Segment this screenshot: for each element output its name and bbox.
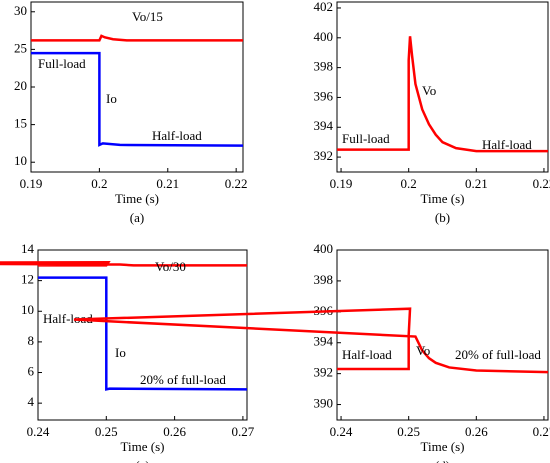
y-tick-label: 4	[28, 394, 35, 409]
y-tick-label: 400	[314, 241, 334, 256]
x-tick-label: 0.22	[533, 176, 550, 191]
y-tick-label: 396	[314, 88, 334, 103]
x-tick-label: 0.19	[20, 176, 43, 191]
y-tick-label: 6	[28, 364, 35, 379]
x-axis-label: Time (s)	[421, 439, 465, 454]
x-tick-label: 0.19	[330, 176, 353, 191]
annotation: Vo/30	[155, 259, 186, 274]
line-series	[38, 276, 248, 391]
x-tick-label: 0.2	[91, 176, 107, 191]
annotation: Vo	[416, 343, 430, 358]
y-tick-label: 15	[14, 116, 27, 131]
x-tick-label: 0.26	[163, 424, 186, 439]
annotation: Half-load	[43, 311, 93, 326]
x-tick-label: 0.24	[27, 424, 50, 439]
y-tick-label: 25	[14, 40, 27, 55]
x-axis-label: Time (s)	[121, 439, 165, 454]
line-series	[337, 36, 548, 153]
y-tick-label: 398	[314, 272, 334, 287]
plot-frame	[336, 1, 549, 173]
y-tick-label: 400	[314, 29, 334, 44]
x-tick-label: 0.22	[225, 176, 248, 191]
annotation: Full-load	[342, 131, 390, 146]
y-tick-label: 30	[14, 3, 27, 18]
panel-label: (c)	[135, 458, 149, 463]
line-series	[0, 260, 247, 267]
line-series	[31, 51, 244, 147]
x-tick-label: 0.27	[232, 424, 255, 439]
x-tick-label: 0.27	[533, 424, 550, 439]
y-tick-label: 398	[314, 59, 334, 74]
annotation: Half-load	[152, 128, 202, 143]
y-tick-label: 392	[314, 365, 334, 380]
annotation: Full-load	[38, 56, 86, 71]
x-tick-label: 0.21	[156, 176, 179, 191]
panel-label: (d)	[435, 458, 450, 463]
y-tick-label: 394	[314, 334, 334, 349]
panel-label: (b)	[435, 210, 450, 225]
y-tick-label: 10	[21, 302, 34, 317]
y-tick-label: 8	[28, 333, 35, 348]
y-tick-label: 394	[314, 118, 334, 133]
y-tick-label: 12	[21, 272, 34, 287]
x-axis-label: Time (s)	[115, 191, 159, 206]
panel-label: (a)	[130, 210, 144, 225]
annotation: Half-load	[482, 137, 532, 152]
annotation: Vo/15	[132, 9, 163, 24]
y-tick-label: 392	[314, 148, 334, 163]
annotation: Io	[106, 91, 117, 106]
y-tick-label: 14	[21, 241, 35, 256]
annotation: 20% of full-load	[140, 372, 226, 387]
y-tick-label: 20	[14, 78, 27, 93]
x-tick-label: 0.25	[397, 424, 420, 439]
y-tick-label: 10	[14, 153, 27, 168]
annotation: Half-load	[342, 347, 392, 362]
y-tick-label: 390	[314, 396, 334, 411]
line-series	[73, 307, 549, 374]
annotation: 20% of full-load	[455, 347, 541, 362]
x-tick-label: 0.24	[330, 424, 353, 439]
annotation: Io	[115, 345, 126, 360]
plot-frame	[336, 249, 549, 421]
x-tick-label: 0.25	[95, 424, 118, 439]
x-tick-label: 0.26	[465, 424, 488, 439]
x-axis-label: Time (s)	[421, 191, 465, 206]
x-tick-label: 0.2	[401, 176, 417, 191]
y-tick-label: 402	[314, 0, 334, 14]
annotation: Vo	[422, 83, 436, 98]
plot-frame	[37, 249, 248, 421]
x-tick-label: 0.21	[465, 176, 488, 191]
line-series	[31, 34, 243, 42]
